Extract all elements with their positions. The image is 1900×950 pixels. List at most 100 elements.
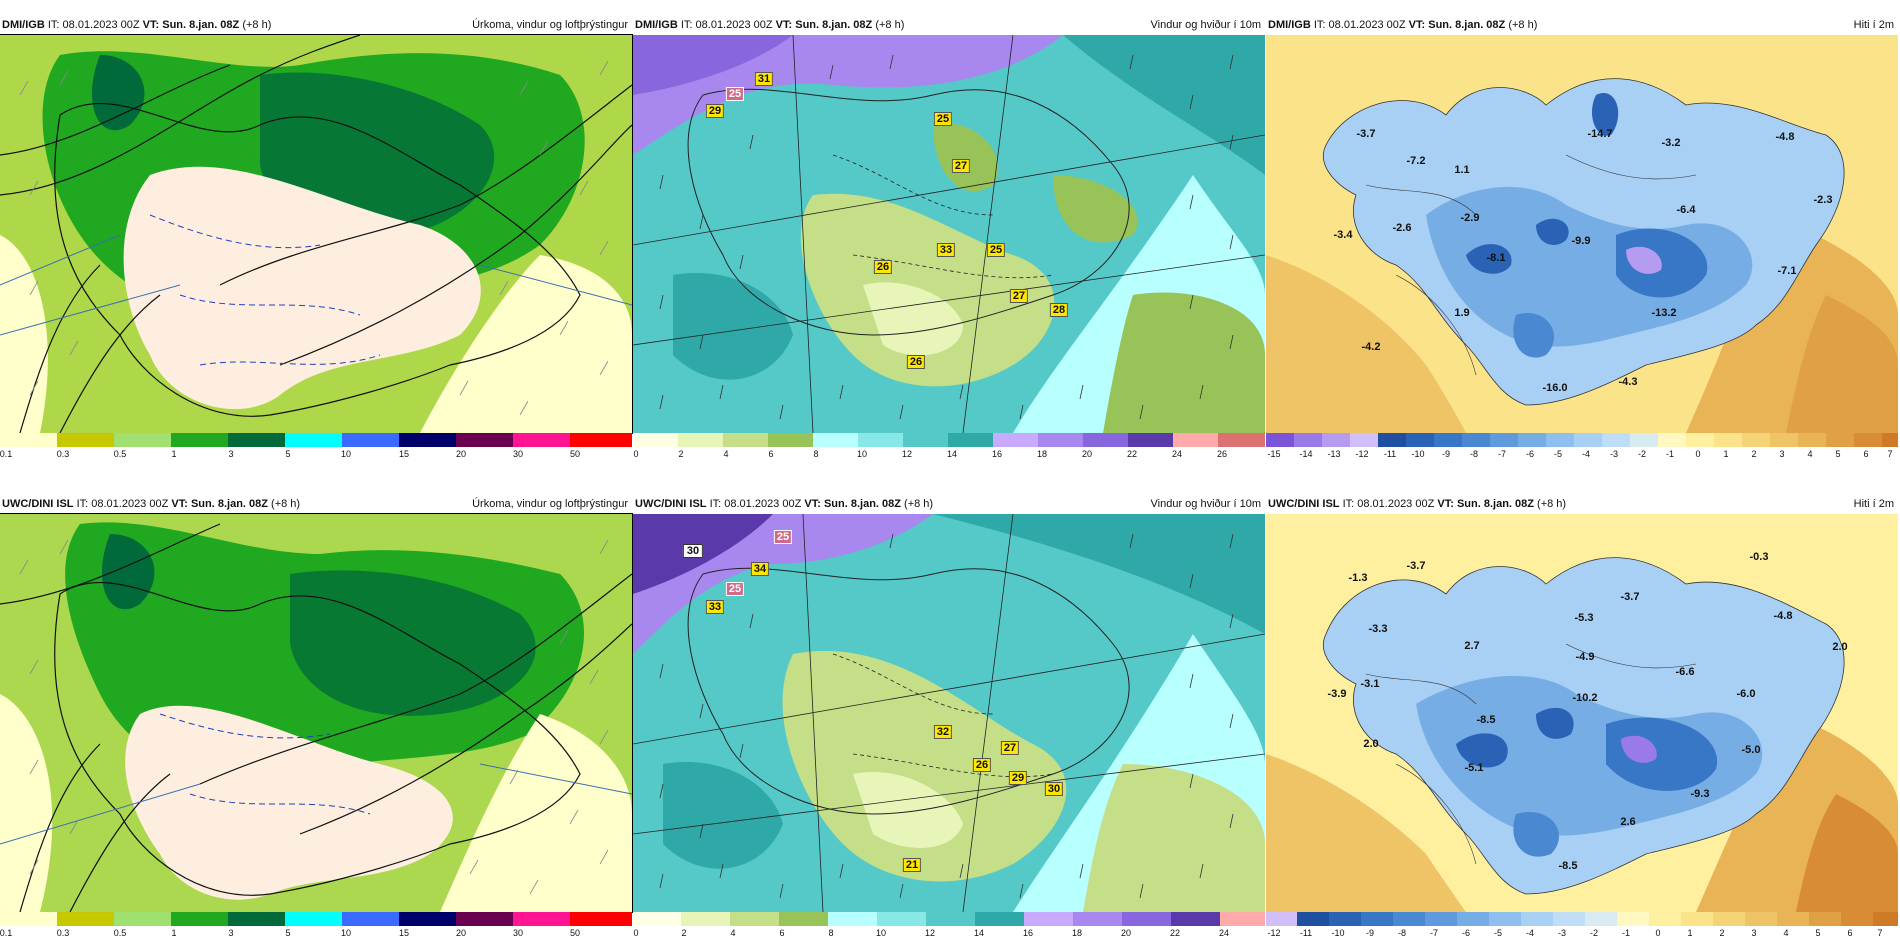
temperature-value: -7.1: [1777, 265, 1797, 277]
colorbar-swatch: [1350, 433, 1378, 447]
panel-title: Vindur og hviður í 10m: [1150, 19, 1261, 31]
colorbar-swatch: [1602, 433, 1630, 447]
colorbar-swatch: [114, 433, 171, 447]
model-source: UWC/DINI ISL: [1268, 498, 1340, 510]
colorbar-swatch: [1681, 912, 1713, 926]
colorbar-tick: 24: [1171, 449, 1183, 459]
colorbar-tick: 26: [1216, 449, 1228, 459]
colorbar-tick: -9: [1365, 928, 1375, 938]
colorbar-swatch: [1322, 433, 1350, 447]
model-source: DMI/IGB: [1268, 19, 1311, 31]
colorbar-tick: 20: [455, 928, 467, 938]
temperature-value: -8.5: [1476, 714, 1496, 726]
temperature-value: -2.9: [1460, 212, 1480, 224]
colorbar-tick: 0: [633, 928, 639, 938]
temperature-map[interactable]: -1.3 -3.7 -0.3 -3.7 -3.3 -5.3 -4.8 2.7 -…: [1266, 514, 1898, 912]
colorbar-swatch: [456, 433, 513, 447]
temperature-value: -0.3: [1749, 551, 1769, 563]
temperature-value: -3.7: [1356, 128, 1376, 140]
colorbar-tick: 3: [1779, 449, 1785, 459]
temperature-value: -3.7: [1406, 560, 1426, 572]
colorbar-swatch: [633, 433, 678, 447]
gust-value: 27: [951, 159, 971, 173]
colorbar-tick: 22: [1169, 928, 1181, 938]
colorbar-tick: -5: [1553, 449, 1563, 459]
temperature-value: -2.6: [1392, 222, 1412, 234]
colorbar-swatch: [1770, 433, 1798, 447]
colorbar-swatch: [1361, 912, 1393, 926]
colorbar-tick: 2: [678, 449, 684, 459]
colorbar-swatch: [1024, 912, 1073, 926]
colorbar-tick: 1: [1723, 449, 1729, 459]
panel-uwc-temperature: UWC/DINI ISL IT: 08.01.2023 00Z VT: Sun.…: [1266, 494, 1898, 945]
colorbar-tick: 3: [1751, 928, 1757, 938]
colorbar-tick: -10: [1411, 449, 1425, 459]
gust-value: 26: [906, 355, 926, 369]
forecast-offset: (+8 h): [242, 19, 272, 31]
colorbar-swatch: [926, 912, 975, 926]
colorbar-swatch: [813, 433, 858, 447]
colorbar-tick: 0.5: [113, 449, 127, 459]
colorbar-tick: 20: [1081, 449, 1093, 459]
model-source: UWC/DINI ISL: [635, 498, 707, 510]
colorbar-swatch: [1686, 433, 1714, 447]
colorbar-tick: 0.3: [56, 449, 70, 459]
colorbar-tick: 0.5: [113, 928, 127, 938]
temperature-value: -8.5: [1558, 860, 1578, 872]
panel-title: Hiti í 2m: [1853, 498, 1894, 510]
temperature-value: -5.3: [1574, 612, 1594, 624]
colorbar-tick: -2: [1637, 449, 1647, 459]
colorbar-swatch: [1854, 433, 1882, 447]
panel-header: DMI/IGB IT: 08.01.2023 00Z VT: Sun. 8.ja…: [633, 15, 1265, 35]
temperature-map[interactable]: -3.7 -14.7 -3.2 -4.8 -7.2 1.1 -6.4 -2.3 …: [1266, 35, 1898, 433]
colorbar-tick: 6: [1863, 449, 1869, 459]
colorbar-tick: 50: [569, 928, 581, 938]
colorbar-tick: 10: [340, 928, 352, 938]
colorbar-swatch: [1649, 912, 1681, 926]
wind-map[interactable]: 31 25 29 25 27 26 33 25 27 28 26: [633, 35, 1265, 433]
colorbar-swatch: [903, 433, 948, 447]
colorbar-swatch: [285, 433, 342, 447]
colorbar-swatch: [1218, 433, 1265, 447]
gust-value: 31: [754, 72, 774, 86]
temperature-value: 2.0: [1363, 738, 1379, 750]
colorbar-swatch: [1083, 433, 1128, 447]
wind-colorbar: 0 2 4 6 8 10 12 14 16 18 20 22 24 26: [633, 433, 1265, 466]
colorbar-swatch: [1122, 912, 1171, 926]
colorbar-tick: 14: [946, 449, 958, 459]
colorbar-tick: 6: [768, 449, 774, 459]
colorbar-tick: 2: [1719, 928, 1725, 938]
it-label: IT:: [1342, 498, 1355, 510]
panel-uwc-wind: UWC/DINI ISL IT: 08.01.2023 00Z VT: Sun.…: [633, 494, 1265, 945]
colorbar-tick: 5: [285, 928, 291, 938]
wind-map[interactable]: 30 25 34 25 33 32 27 26 29 30 21: [633, 514, 1265, 912]
it-label: IT:: [76, 498, 89, 510]
panel-title: Úrkoma, vindur og loftþrýstingur: [472, 498, 628, 510]
colorbar-tick: -3: [1557, 928, 1567, 938]
colorbar-swatch: [1809, 912, 1841, 926]
temperature-value: 1.9: [1454, 307, 1470, 319]
temperature-value: -2.3: [1813, 194, 1833, 206]
colorbar-tick: -8: [1469, 449, 1479, 459]
vt-label: VT:: [142, 19, 160, 31]
colorbar-swatch: [1294, 433, 1322, 447]
temperature-value: -4.3: [1618, 376, 1638, 388]
colorbar-tick: -7: [1497, 449, 1507, 459]
colorbar-tick: 18: [1036, 449, 1048, 459]
colorbar-tick: 0: [1695, 449, 1701, 459]
colorbar-swatch: [342, 433, 399, 447]
colorbar-tick: 10: [856, 449, 868, 459]
colorbar-swatch: [57, 433, 114, 447]
it-label: IT:: [680, 19, 693, 31]
colorbar-tick: 0: [1655, 928, 1661, 938]
colorbar-swatch: [877, 912, 926, 926]
colorbar-swatch: [171, 912, 228, 926]
temperature-value: 2.7: [1464, 640, 1480, 652]
it-label: IT:: [709, 498, 722, 510]
colorbar-swatch: [513, 433, 570, 447]
colorbar-tick: -5: [1493, 928, 1503, 938]
precip-map[interactable]: [0, 34, 633, 434]
precip-map[interactable]: [0, 513, 633, 913]
valid-time: Sun. 8.jan. 08Z: [1428, 19, 1506, 31]
colorbar-tick: -4: [1581, 449, 1591, 459]
